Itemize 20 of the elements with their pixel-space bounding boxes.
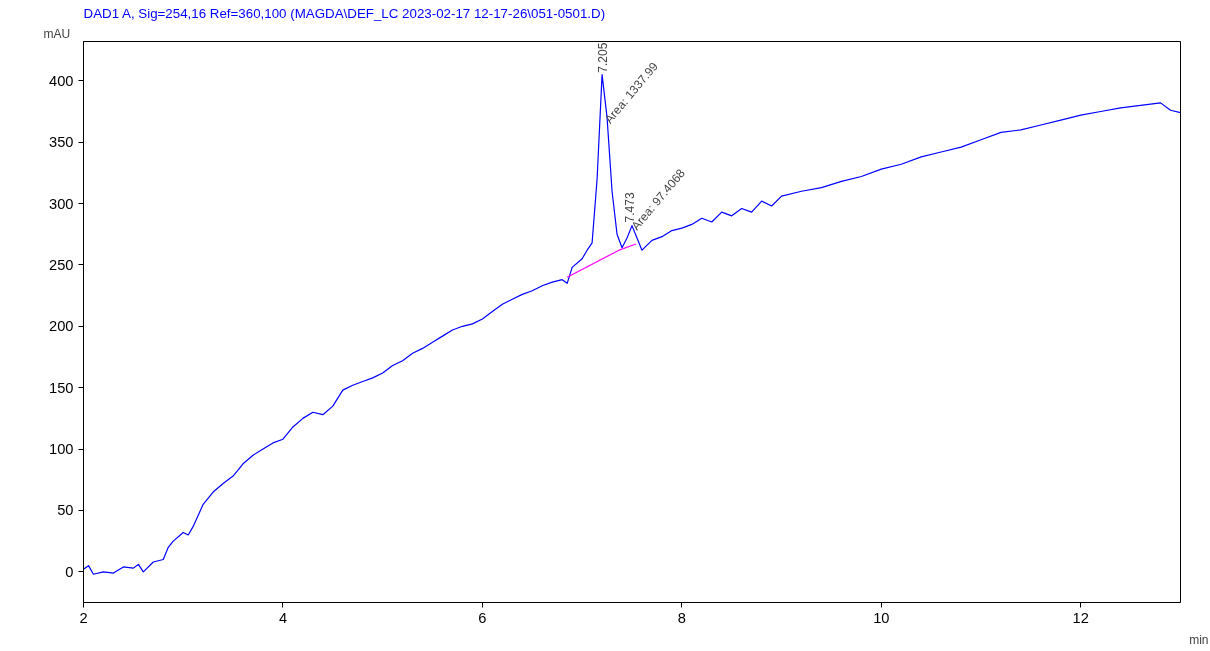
y-tick-label: 350	[49, 134, 74, 151]
y-tick-label: 400	[49, 72, 74, 89]
chart-title: DAD1 A, Sig=254,16 Ref=360,100 (MAGDA\DEF_LC 2023-02-17 12-17-26\051-0501.D)	[83, 5, 606, 21]
y-tick-label: 200	[49, 318, 74, 335]
annotation: 7.473	[622, 192, 637, 223]
x-tick-label: 8	[677, 609, 686, 626]
x-tick-label: 6	[478, 609, 487, 626]
y-axis-title: mAU	[43, 26, 71, 41]
annotation: 7.205	[596, 42, 611, 73]
x-tick-label: 4	[278, 609, 288, 626]
y-tick-label: 300	[49, 195, 74, 212]
x-tick-label: 12	[1072, 609, 1089, 626]
y-tick-label: 150	[49, 379, 74, 396]
y-tick-label: 100	[49, 441, 74, 458]
x-tick-label: 2	[79, 609, 88, 626]
y-tick-label: 50	[57, 502, 74, 519]
y-tick-label: 250	[49, 256, 74, 273]
x-tick-label: 10	[873, 609, 890, 626]
x-axis-title: min	[1189, 632, 1209, 647]
y-tick-label: 0	[65, 563, 74, 580]
